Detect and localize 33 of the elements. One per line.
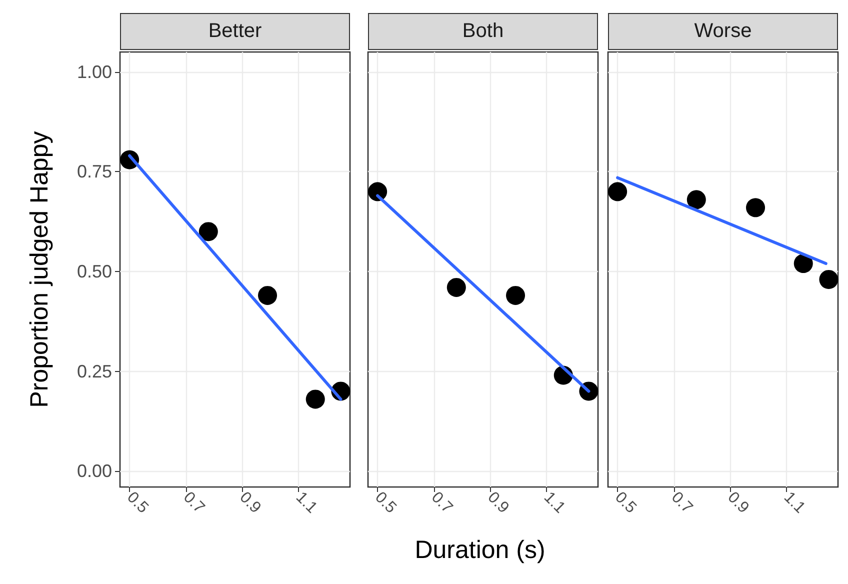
point <box>608 182 628 202</box>
y-tick-label: 0.25 <box>76 361 112 382</box>
x-tick-label: 0.9 <box>484 488 512 517</box>
y-tick-label: 0.50 <box>76 261 112 282</box>
point <box>686 190 706 210</box>
point <box>506 286 526 305</box>
chart-title: Better <box>120 13 350 50</box>
point <box>794 254 813 274</box>
point <box>198 222 218 242</box>
point <box>368 182 388 202</box>
x-tick-label: 1.1 <box>780 488 808 517</box>
chart-title: Both <box>368 13 598 50</box>
x-tick-label: 0.7 <box>668 488 696 517</box>
x-tick-label: 1.1 <box>292 488 320 517</box>
x-tick-label: 0.9 <box>236 488 264 517</box>
y-tick-label: 0.75 <box>76 162 112 182</box>
y-axis-title: Proportion judged Happy <box>26 130 54 408</box>
chart-title: Worse <box>608 13 838 50</box>
x-tick-label: 1.1 <box>540 488 568 517</box>
point <box>819 270 838 289</box>
x-axis-title: Duration (s) <box>414 536 546 565</box>
point <box>746 198 766 218</box>
x-tick-label: 0.5 <box>612 488 640 517</box>
y-tick-label: 0.00 <box>76 461 112 482</box>
x-tick-label: 0.5 <box>372 488 400 517</box>
x-tick-label: 0.7 <box>180 488 208 517</box>
x-tick-label: 0.5 <box>124 488 152 517</box>
point <box>258 286 278 305</box>
x-tick-label: 0.7 <box>428 488 456 517</box>
y-tick-label: 1.00 <box>76 62 112 82</box>
point <box>446 278 466 297</box>
point <box>306 390 325 409</box>
x-tick-label: 0.9 <box>724 488 752 517</box>
